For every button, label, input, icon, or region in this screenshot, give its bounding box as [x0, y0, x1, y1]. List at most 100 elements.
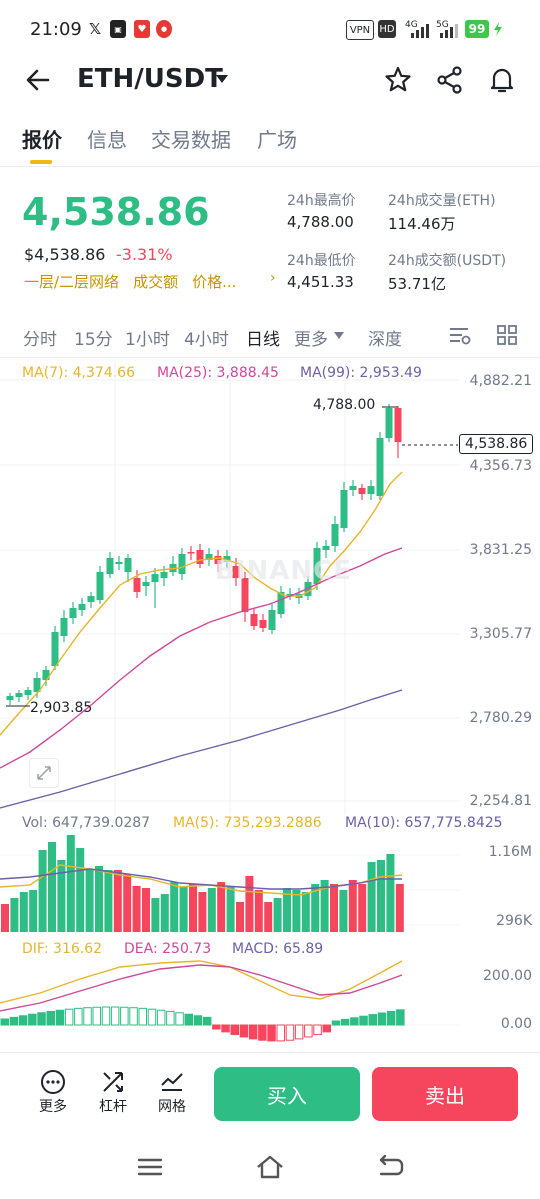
- candle-body: [151, 574, 159, 582]
- vpn-icon: VPN: [346, 20, 374, 40]
- grid-label: 网格: [158, 1099, 186, 1115]
- price-axis-label: 4,356.73: [469, 458, 532, 474]
- macd-axis-label: 0.00: [500, 1016, 532, 1032]
- signal-bars-icon: [411, 24, 429, 38]
- signal-5g-icon: 5G: [436, 20, 449, 30]
- macd-bar: [0, 1018, 9, 1026]
- buy-button[interactable]: 买入: [214, 1067, 360, 1121]
- signal-bars-icon: [440, 24, 458, 38]
- candle-body: [133, 578, 141, 592]
- candle-body: [96, 572, 104, 600]
- tf-1d[interactable]: 日线: [246, 330, 280, 350]
- vol-ma5-legend: MA(5): 735,293.2886: [173, 815, 322, 831]
- candle-body: [106, 558, 114, 574]
- bell-icon[interactable]: [487, 64, 517, 96]
- tab-trading-data[interactable]: 交易数据: [151, 128, 231, 152]
- tab-square[interactable]: 广场: [257, 128, 297, 152]
- indicator-settings-icon[interactable]: [448, 324, 472, 346]
- star-icon[interactable]: [383, 64, 413, 96]
- macd-bar: [110, 1006, 120, 1026]
- candle-body: [51, 632, 59, 666]
- macd-bar: [46, 1010, 55, 1026]
- volume-bar: [217, 882, 226, 932]
- volume-bar: [189, 884, 197, 932]
- divider: [0, 166, 540, 167]
- charging-icon: [494, 22, 502, 36]
- macd-legend: MACD: 65.89: [232, 941, 324, 957]
- candle-body: [24, 690, 32, 695]
- high-marker: 4,788.00: [313, 397, 376, 413]
- signal-4g-icon: 4G: [405, 20, 418, 30]
- volume-bar: [123, 874, 132, 932]
- candle-body: [250, 614, 258, 626]
- back-arrow-icon[interactable]: [22, 64, 54, 96]
- macd-bar: [64, 1008, 74, 1026]
- home-nav-icon[interactable]: [253, 1150, 287, 1184]
- candle-body: [313, 548, 321, 584]
- price-axis-label: 3,831.25: [469, 542, 532, 558]
- volume-bar: [151, 898, 160, 932]
- back-nav-icon[interactable]: [373, 1150, 407, 1184]
- chevron-down-icon[interactable]: [334, 332, 344, 339]
- candle-body: [232, 566, 240, 578]
- macd-bar: [129, 1007, 138, 1026]
- more-button[interactable]: 更多: [33, 1068, 73, 1116]
- low-marker: 2,903.85: [30, 700, 93, 716]
- volume-bar: [283, 888, 291, 932]
- candlestick-chart[interactable]: [0, 360, 540, 815]
- macd-bar: [368, 1014, 377, 1026]
- candle-body: [33, 678, 41, 692]
- volume-bar: [19, 892, 28, 932]
- candle-body: [6, 696, 14, 700]
- sell-button[interactable]: 卖出: [372, 1067, 518, 1121]
- tf-time[interactable]: 分时: [23, 330, 57, 350]
- tf-15m[interactable]: 15分: [74, 330, 113, 350]
- vol-ma10-legend: MA(10): 657,775.8425: [345, 815, 503, 831]
- candle-body: [322, 546, 330, 550]
- volume-bar: [66, 835, 75, 932]
- candle-body: [259, 620, 267, 628]
- layout-grid-icon[interactable]: [496, 324, 518, 346]
- grid-button[interactable]: 网格: [152, 1068, 192, 1116]
- volume-bar: [207, 888, 216, 932]
- expand-icon[interactable]: [29, 758, 59, 788]
- chevron-right-icon[interactable]: ›: [270, 270, 276, 286]
- volume-bar: [113, 870, 122, 932]
- category-link[interactable]: 成交额: [133, 273, 179, 291]
- tf-depth[interactable]: 深度: [368, 330, 402, 350]
- tf-4h[interactable]: 4小时: [184, 330, 229, 350]
- tab-indicator: [30, 160, 52, 164]
- macd-bar: [340, 1018, 350, 1026]
- category-link[interactable]: 价格...: [192, 273, 237, 291]
- macd-bar: [258, 1024, 267, 1041]
- last-price: 4,538.86: [22, 190, 210, 234]
- leverage-button[interactable]: 杠杆: [93, 1068, 133, 1116]
- macd-bar: [83, 1007, 92, 1026]
- vol-axis-label: 296K: [496, 913, 532, 929]
- tf-1h[interactable]: 1小时: [125, 330, 170, 350]
- candle-body: [340, 490, 348, 528]
- volume-bar: [226, 886, 235, 932]
- volume-bar: [395, 884, 404, 932]
- ma25-legend: MA(25): 3,888.45: [157, 365, 279, 381]
- grid-bot-icon: [161, 1073, 183, 1091]
- macd-bar: [212, 1024, 221, 1030]
- tab-quote[interactable]: 报价: [22, 128, 62, 152]
- share-icon[interactable]: [435, 64, 465, 96]
- volume-bar: [367, 862, 376, 932]
- macd-bar: [120, 1006, 129, 1026]
- menu-nav-icon[interactable]: [133, 1150, 167, 1184]
- pair-title[interactable]: ETH/USDT: [77, 64, 223, 94]
- candle-body: [205, 554, 213, 560]
- ma7-legend: MA(7): 4,374.66: [22, 365, 135, 381]
- macd-bar: [377, 1012, 387, 1026]
- volume-bar: [95, 866, 103, 932]
- tab-info[interactable]: 信息: [87, 128, 127, 152]
- price-axis-label: 3,305.77: [469, 626, 532, 642]
- category-links: 一层/二层网络 成交额 价格...: [24, 271, 250, 292]
- volume-bar: [330, 884, 338, 932]
- category-link[interactable]: 一层/二层网络: [24, 273, 120, 291]
- chevron-down-icon[interactable]: [216, 75, 228, 83]
- tf-more[interactable]: 更多: [294, 330, 328, 350]
- macd-bar: [18, 1015, 28, 1026]
